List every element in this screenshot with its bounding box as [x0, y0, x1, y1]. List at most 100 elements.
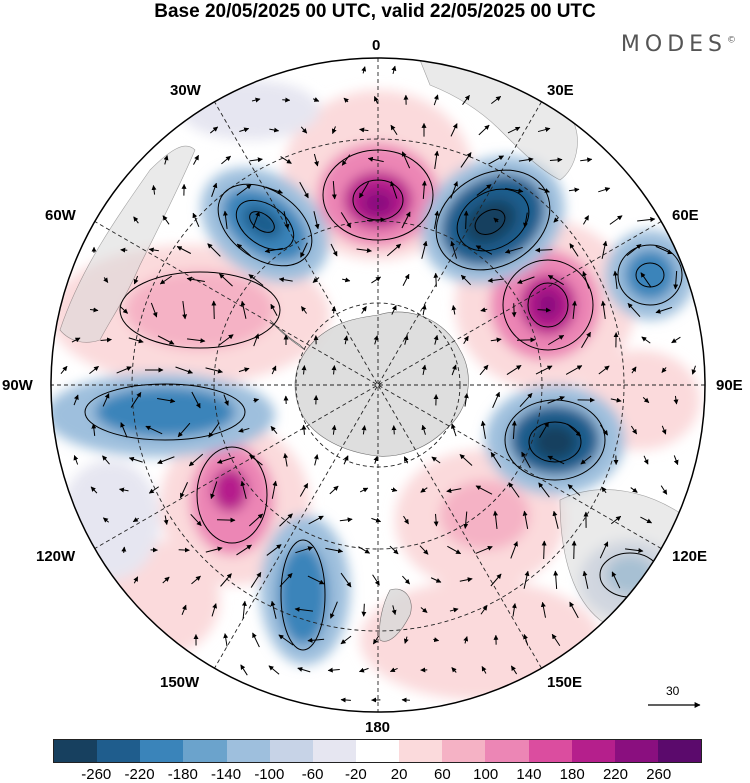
- wind-vector: [103, 277, 109, 283]
- wind-vector: [612, 270, 618, 289]
- lon-label-120e: 120E: [672, 548, 708, 565]
- wind-vector: [460, 152, 472, 168]
- colorbar-tick-label: 140: [516, 766, 542, 783]
- wind-vector: [269, 127, 280, 133]
- wind-vector: [481, 666, 487, 674]
- wind-vector: [89, 307, 99, 313]
- wind-vector: [541, 540, 547, 560]
- wind-vector: [343, 97, 349, 103]
- wind-vector: [176, 246, 192, 254]
- wind-vector: [331, 365, 337, 375]
- wind-vector: [475, 485, 493, 495]
- colorbar-swatch: [97, 740, 141, 762]
- wind-vector: [433, 334, 439, 345]
- wind-vector: [402, 575, 410, 585]
- wind-vector: [372, 635, 380, 645]
- south-america: [59, 145, 196, 343]
- wind-vector: [188, 453, 204, 467]
- wind-vector: [403, 456, 409, 464]
- wind-vector: [313, 211, 320, 230]
- wind-vector: [538, 187, 550, 193]
- wind-vector: [270, 303, 278, 316]
- colorbar-swatch: [485, 740, 529, 762]
- wind-vector: [133, 576, 139, 584]
- wind-vector: [342, 277, 351, 283]
- wind-vector: [523, 570, 530, 589]
- wind-vector: [655, 245, 673, 255]
- wind-vector: [390, 124, 398, 136]
- wind-vector: [300, 126, 308, 134]
- wind-vector: [463, 393, 469, 407]
- wind-vector: [180, 482, 188, 499]
- modes-logo: MODES©: [621, 32, 736, 57]
- wind-vector: [450, 181, 458, 199]
- wind-vector: [430, 577, 442, 583]
- wind-vector: [193, 154, 199, 165]
- wind-vector: [191, 575, 201, 585]
- wind-vector: [462, 94, 470, 105]
- wind-vector: [641, 336, 651, 344]
- wind-vector: [102, 517, 110, 523]
- wind-vector: [391, 605, 397, 616]
- wind-vector: [540, 601, 546, 618]
- wind-vector: [522, 510, 529, 529]
- wind-vector: [460, 274, 472, 286]
- wind-vector: [331, 306, 337, 314]
- lon-label-180: 180: [365, 719, 391, 736]
- wind-vector: [451, 364, 457, 376]
- wind-vector: [598, 365, 610, 375]
- wind-vector: [598, 187, 611, 193]
- wind-vector: [238, 367, 250, 373]
- wind-vector: [361, 603, 367, 617]
- wind-vector: [145, 425, 163, 435]
- wind-vector: [492, 391, 500, 409]
- wind-vector: [490, 573, 502, 587]
- wind-vector: [553, 570, 559, 590]
- wind-vector: [421, 304, 427, 316]
- wind-vector: [549, 157, 563, 163]
- colorbar-swatch: [54, 740, 98, 762]
- wind-vector: [547, 396, 565, 404]
- wind-vector: [253, 398, 260, 403]
- wind-vector: [211, 300, 217, 320]
- wind-vector: [390, 180, 398, 199]
- wind-vector: [567, 484, 581, 496]
- wind-vector: [120, 306, 128, 314]
- wind-vector: [450, 240, 458, 259]
- wind-vector: [480, 420, 486, 439]
- wind-vector: [159, 275, 173, 285]
- wind-vector: [518, 157, 534, 163]
- wind-vector: [451, 423, 457, 437]
- wind-vector: [402, 273, 410, 286]
- wind-vector: [661, 425, 667, 435]
- wind-vector: [490, 337, 502, 343]
- wind-vector: [463, 210, 469, 230]
- colorbar-swatch: [140, 740, 184, 762]
- wind-vector: [340, 212, 352, 229]
- wind-vector: [390, 487, 398, 493]
- wind-vector: [340, 635, 352, 645]
- colorbar-tick-label: -220: [124, 766, 155, 783]
- wind-vector: [643, 455, 649, 465]
- wind-vector: [205, 546, 223, 553]
- wind-vector: [301, 424, 307, 435]
- wind-vector: [506, 365, 522, 375]
- colorbar-tick-label: 260: [646, 766, 672, 783]
- colorbar-tick-label: 60: [434, 766, 451, 783]
- wind-vector: [300, 242, 308, 258]
- wind-vector: [239, 127, 250, 133]
- wind-vector: [504, 246, 523, 254]
- wind-vector: [265, 186, 283, 194]
- wind-vector: [210, 481, 218, 500]
- wind-vector: [151, 184, 157, 195]
- wind-vector: [433, 210, 440, 229]
- wind-vector: [447, 545, 462, 555]
- wind-vector: [162, 215, 170, 225]
- wind-vector: [283, 211, 290, 230]
- wind-vector: [475, 545, 493, 554]
- wind-vector: [421, 180, 427, 200]
- wind-vector: [401, 151, 411, 169]
- wind-vector: [187, 338, 206, 344]
- wind-vector: [211, 182, 218, 197]
